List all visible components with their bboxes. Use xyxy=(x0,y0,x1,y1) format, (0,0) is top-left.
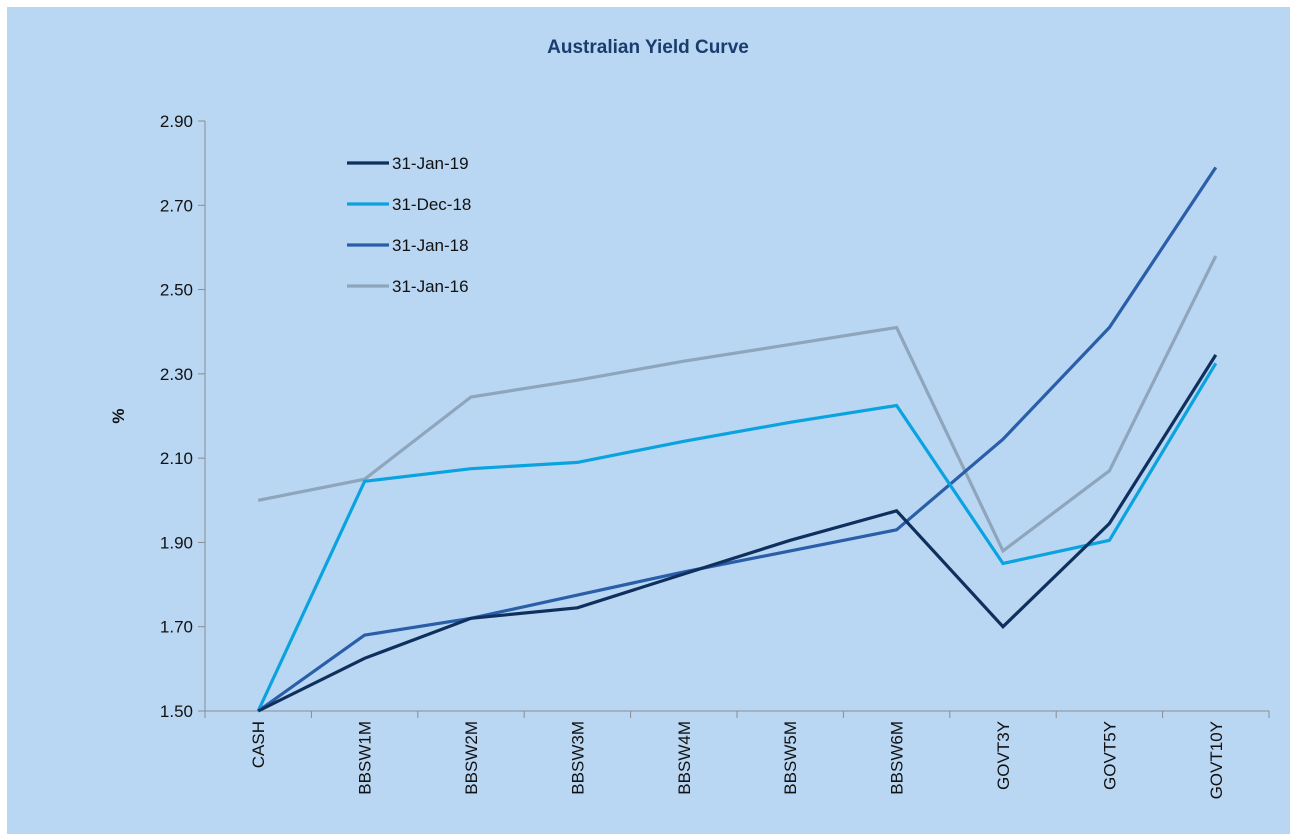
legend-label: 31-Jan-16 xyxy=(392,277,469,296)
series-line-31-jan-18 xyxy=(257,166,1218,713)
axes: 1.50 1.70 1.90 2.10 2.30 2.50 2.70 2.90 CASH BBSW… xyxy=(160,112,1270,799)
y-tick-label: 2.10 xyxy=(160,449,193,468)
x-tick-label: BBSW1M xyxy=(356,721,375,795)
legend: 31-Jan-19 31-Dec-18 31-Jan-18 31-Jan-16 xyxy=(347,154,471,296)
y-axis-label: % xyxy=(109,408,128,423)
legend-label: 31-Jan-18 xyxy=(392,236,469,255)
x-tick-label: GOVT10Y xyxy=(1207,721,1226,799)
x-tick-label: BBSW3M xyxy=(568,721,587,795)
legend-label: 31-Jan-19 xyxy=(392,154,469,173)
y-tick-label: 2.50 xyxy=(160,281,193,300)
x-tick-label: BBSW4M xyxy=(675,721,694,795)
legend-label: 31-Dec-18 xyxy=(392,195,471,214)
y-tick-label: 1.90 xyxy=(160,533,193,552)
x-tick-label: BBSW5M xyxy=(781,721,800,795)
x-tick-label: GOVT5Y xyxy=(1100,721,1119,790)
y-tick-label: 1.70 xyxy=(160,618,193,637)
x-tick-label: GOVT3Y xyxy=(994,721,1013,790)
line-chart: Australian Yield Curve % 1.50 1.70 1.90 2.1… xyxy=(109,37,1270,799)
series-line-31-jan-19 xyxy=(257,354,1218,713)
series-line-31-jan-16 xyxy=(257,255,1218,554)
y-tick-label: 2.70 xyxy=(160,196,193,215)
y-tick-label: 2.30 xyxy=(160,365,193,384)
y-tick-label: 1.50 xyxy=(160,702,193,721)
series-lines xyxy=(256,166,1218,713)
x-tick-label: CASH xyxy=(249,721,268,768)
chart-title: Australian Yield Curve xyxy=(547,37,749,58)
series-line-31-dec-18 xyxy=(256,362,1218,712)
x-tick-label: BBSW2M xyxy=(462,721,481,795)
x-tick-label: BBSW6M xyxy=(888,721,907,795)
chart-area: Australian Yield Curve % 1.50 1.70 1.90 2.1… xyxy=(7,7,1290,834)
y-tick-label: 2.90 xyxy=(160,112,193,131)
